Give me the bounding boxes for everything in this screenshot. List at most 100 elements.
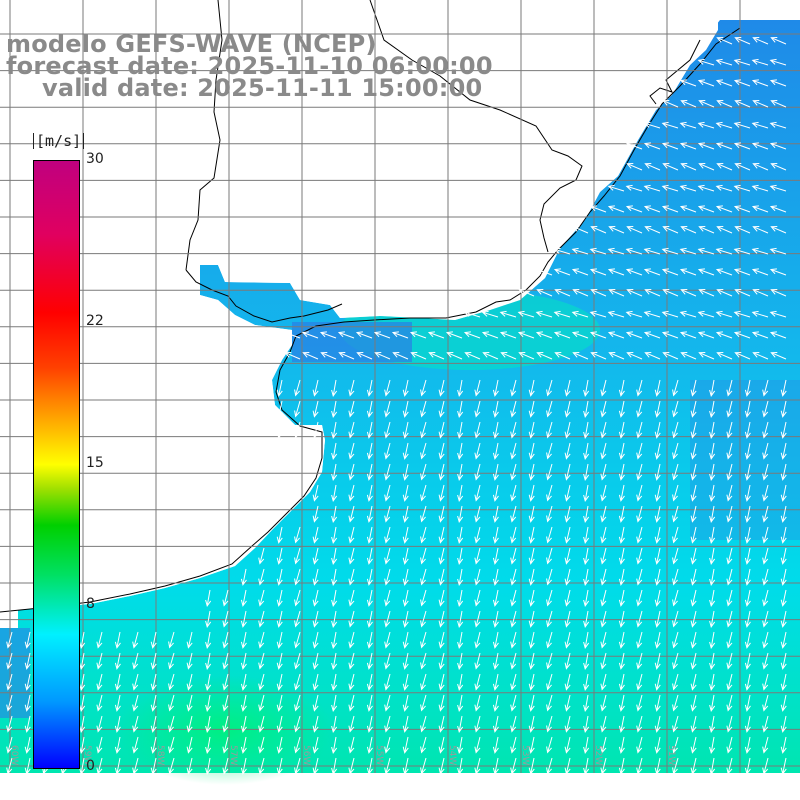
wind-arrow	[618, 652, 625, 670]
wind-arrow	[457, 715, 464, 733]
wind-arrow	[294, 694, 301, 712]
wind-arrow	[770, 289, 787, 297]
wind-arrow	[331, 736, 338, 754]
wind-arrow	[762, 484, 769, 502]
wind-arrow	[528, 694, 535, 712]
wind-arrow	[331, 421, 338, 439]
wind-arrow	[654, 547, 661, 565]
wind-arrow	[240, 610, 247, 628]
wind-arrow	[679, 121, 697, 129]
wind-arrow	[643, 142, 661, 150]
model-title: modelo GEFS-WAVE (NCEP)	[6, 30, 377, 58]
wind-arrow	[618, 589, 625, 607]
wind-arrow	[402, 568, 409, 586]
wind-arrow	[654, 484, 661, 502]
wind-arrow	[697, 247, 715, 255]
wind-arrow	[643, 184, 661, 192]
wind-arrow	[780, 673, 787, 691]
wind-arrow	[734, 100, 751, 108]
wind-arrow	[510, 589, 517, 607]
wind-arrow	[492, 736, 499, 754]
wind-arrow	[770, 226, 787, 234]
wind-arrow	[150, 673, 157, 691]
wind-arrow	[510, 673, 517, 691]
wind-arrow	[571, 247, 589, 255]
wind-arrow	[679, 205, 697, 213]
wind-arrow	[240, 652, 247, 670]
wind-arrow	[366, 400, 373, 418]
wind-arrow	[625, 268, 643, 276]
wind-arrow	[438, 484, 445, 502]
wind-arrow	[571, 310, 589, 318]
wind-arrow	[733, 142, 751, 150]
wind-arrow	[79, 694, 86, 712]
wind-arrow	[636, 547, 643, 565]
wind-arrow	[734, 37, 751, 45]
wind-arrow	[374, 352, 391, 360]
wind-arrow	[769, 58, 787, 66]
wind-arrow	[499, 310, 517, 318]
wind-arrow	[384, 463, 391, 481]
wind-arrow	[420, 694, 427, 712]
wind-arrow	[733, 268, 751, 276]
wind-arrow	[222, 631, 229, 649]
wind-arrow	[528, 379, 535, 397]
wind-arrow	[661, 310, 679, 318]
wind-arrow	[348, 652, 355, 670]
longitude-label: 56W	[301, 745, 311, 765]
wind-arrow	[770, 163, 787, 171]
wind-arrow	[726, 526, 733, 544]
wind-arrow	[510, 568, 517, 586]
wind-arrow	[636, 589, 643, 607]
wind-arrow	[438, 610, 445, 628]
wind-arrow	[697, 142, 715, 150]
wind-arrow	[457, 463, 464, 481]
wind-arrow	[744, 442, 751, 460]
wind-arrow	[510, 715, 517, 733]
lat-lon-grid	[0, 0, 800, 773]
wind-arrow	[186, 652, 193, 670]
wind-arrow	[438, 442, 445, 460]
wind-arrow	[709, 484, 716, 502]
wind-arrow	[457, 757, 464, 775]
wind-arrow	[366, 442, 373, 460]
wind-arrow	[168, 694, 175, 712]
wind-arrow	[528, 673, 535, 691]
wind-arrow	[438, 400, 445, 418]
brazil-border	[369, 0, 583, 253]
wind-arrow	[438, 421, 445, 439]
wind-arrow	[600, 610, 607, 628]
wind-arrow	[762, 736, 769, 754]
wind-arrow	[258, 757, 265, 775]
wind-arrow	[528, 442, 535, 460]
wind-arrow	[546, 505, 553, 523]
wind-arrow	[709, 379, 716, 397]
wind-arrow	[564, 736, 571, 754]
wind-arrow	[672, 715, 679, 733]
wind-arrow	[751, 310, 769, 318]
wind-arrow	[752, 289, 769, 297]
wind-arrow	[715, 268, 733, 276]
wind-arrow	[698, 226, 715, 234]
wind-arrow	[546, 652, 553, 670]
wind-arrow	[276, 610, 283, 628]
wind-arrow	[240, 589, 247, 607]
wind-arrow	[654, 715, 661, 733]
longitude-label: 58W	[155, 745, 165, 765]
wind-arrow	[384, 421, 391, 439]
longitude-label: 52W	[593, 745, 603, 765]
wind-arrow	[600, 463, 607, 481]
wind-arrow	[672, 400, 679, 418]
wind-arrow	[564, 505, 571, 523]
wind-arrow	[492, 673, 499, 691]
wind-arrow	[258, 736, 265, 754]
wind-arrow	[114, 757, 121, 775]
wind-arrow	[679, 142, 697, 150]
wind-arrow	[258, 715, 265, 733]
wind-arrow	[338, 352, 355, 360]
wind-arrow	[679, 79, 697, 87]
wind-arrow	[518, 289, 535, 297]
wind-arrow	[79, 631, 86, 649]
wind-arrow	[24, 694, 31, 712]
wind-arrow	[366, 526, 373, 544]
